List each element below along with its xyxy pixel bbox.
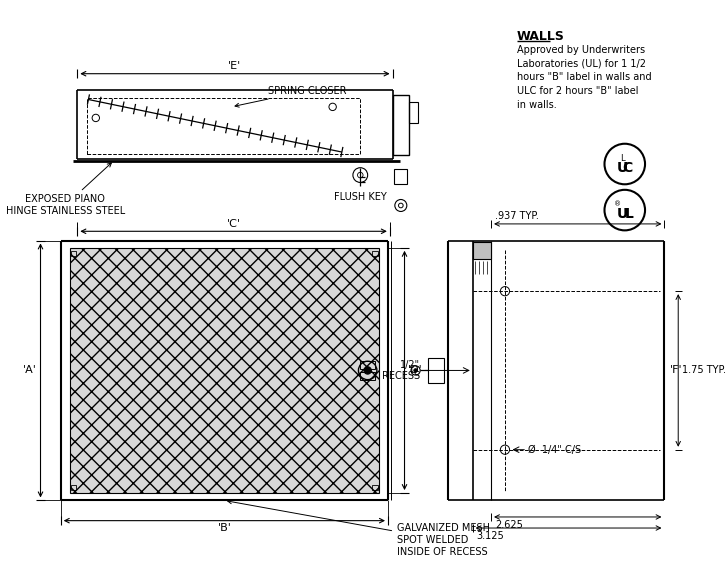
Text: 'C': 'C' <box>227 219 241 228</box>
Text: 'F': 'F' <box>670 365 682 376</box>
Text: WALLS: WALLS <box>517 30 565 43</box>
Text: 2.625: 2.625 <box>495 520 523 530</box>
Bar <box>392 95 409 155</box>
Text: L: L <box>625 207 634 221</box>
Circle shape <box>364 367 371 374</box>
Text: SPRING CLOSER: SPRING CLOSER <box>235 86 347 107</box>
Text: ®: ® <box>614 202 621 208</box>
Bar <box>86 98 360 154</box>
Bar <box>360 372 375 380</box>
Text: FLUSH KEY: FLUSH KEY <box>334 192 386 202</box>
Text: .937 TYP.: .937 TYP. <box>495 211 539 221</box>
Text: Ø  1/4" C/S: Ø 1/4" C/S <box>528 445 581 455</box>
Bar <box>70 248 378 493</box>
Text: U: U <box>616 160 628 175</box>
Bar <box>473 242 491 259</box>
Bar <box>372 251 378 256</box>
Bar <box>372 485 378 490</box>
Text: C: C <box>622 160 633 175</box>
Bar <box>409 102 418 123</box>
Text: 1.75 TYP.: 1.75 TYP. <box>682 365 725 376</box>
Text: 'E': 'E' <box>228 61 241 71</box>
Text: GALVANIZED MESH
SPOT WELDED
INSIDE OF RECESS: GALVANIZED MESH SPOT WELDED INSIDE OF RE… <box>228 500 490 557</box>
Text: 'A': 'A' <box>23 365 37 376</box>
Text: 'D': 'D' <box>408 365 423 376</box>
Bar <box>71 485 76 490</box>
Text: U: U <box>616 207 628 221</box>
Text: 1/2"
RECESS: 1/2" RECESS <box>382 360 420 381</box>
Bar <box>71 251 76 256</box>
Text: Approved by Underwriters
Laboratories (UL) for 1 1/2
hours "B" label in walls an: Approved by Underwriters Laboratories (U… <box>517 45 652 110</box>
Text: 'B': 'B' <box>218 524 231 533</box>
Circle shape <box>414 369 418 372</box>
Bar <box>428 357 444 383</box>
Text: 3.125: 3.125 <box>476 531 504 541</box>
Bar <box>394 168 407 184</box>
Text: EXPOSED PIANO
HINGE STAINLESS STEEL: EXPOSED PIANO HINGE STAINLESS STEEL <box>6 163 125 216</box>
Text: L: L <box>621 154 625 163</box>
Bar <box>360 361 375 369</box>
